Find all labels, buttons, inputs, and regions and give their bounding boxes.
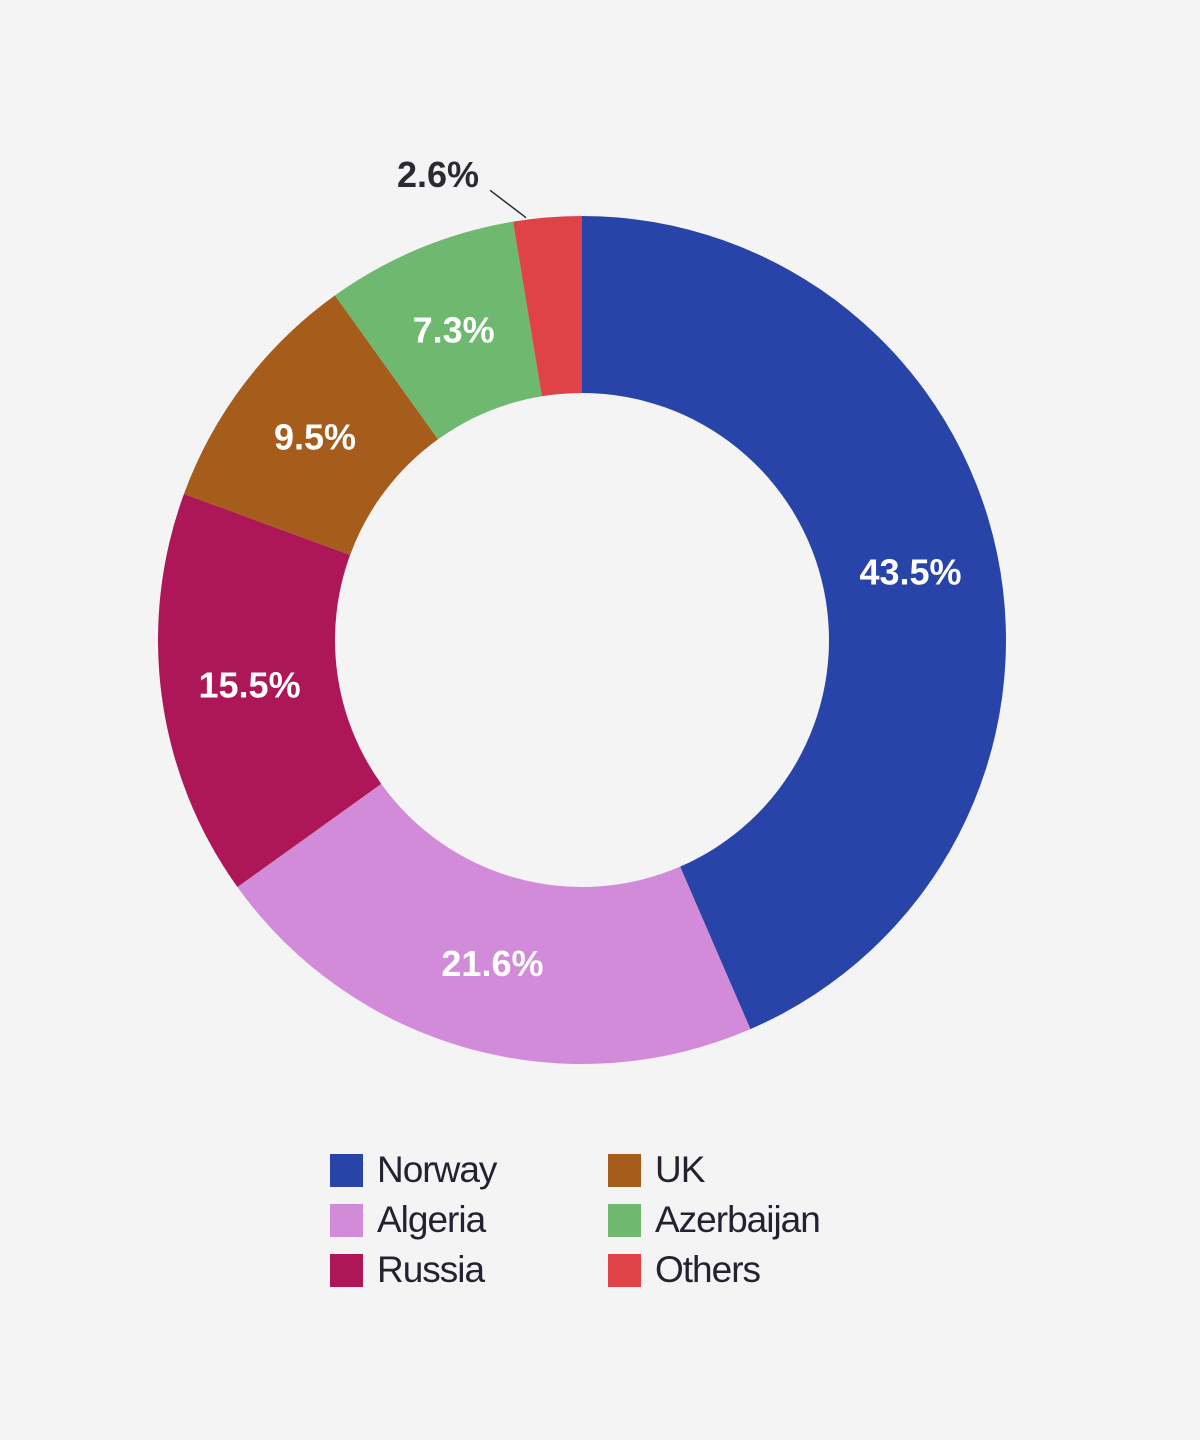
legend-item-azerbaijan: Azerbaijan: [608, 1199, 890, 1240]
legend-label-uk: UK: [655, 1149, 705, 1190]
slice-norway: [582, 216, 1006, 1030]
legend-swatch-azerbaijan: [608, 1203, 641, 1237]
legend-item-russia: Russia: [330, 1249, 608, 1290]
slice-russia: [158, 493, 382, 888]
slice-label-algeria: 21.6%: [441, 943, 543, 984]
legend: Norway UK Algeria Azerbaijan Russia Othe…: [330, 1149, 890, 1290]
legend-swatch-algeria: [330, 1203, 363, 1237]
slice-label-russia: 15.5%: [199, 665, 301, 706]
slice-label-norway: 43.5%: [859, 551, 961, 592]
legend-label-norway: Norway: [377, 1149, 497, 1190]
legend-label-azerbaijan: Azerbaijan: [655, 1199, 821, 1240]
legend-item-algeria: Algeria: [330, 1199, 608, 1240]
legend-item-others: Others: [608, 1249, 890, 1290]
slice-azerbaijan: [334, 221, 542, 440]
legend-item-norway: Norway: [330, 1149, 608, 1190]
legend-item-uk: UK: [608, 1149, 890, 1190]
slice-uk: [183, 295, 439, 555]
slice-labels: 43.5% 21.6% 15.5% 9.5% 7.3% 2.6%: [199, 154, 962, 984]
legend-label-others: Others: [655, 1249, 761, 1290]
slice-label-others: 2.6%: [397, 154, 479, 195]
donut-slices: [158, 216, 1006, 1064]
slice-label-uk: 9.5%: [274, 416, 356, 457]
legend-label-algeria: Algeria: [377, 1199, 486, 1240]
slice-label-azerbaijan: 7.3%: [413, 310, 495, 351]
legend-swatch-norway: [330, 1153, 363, 1187]
legend-swatch-others: [608, 1253, 641, 1287]
legend-swatch-uk: [608, 1153, 641, 1187]
legend-label-russia: Russia: [377, 1249, 485, 1290]
leader-line-others: [489, 189, 527, 219]
slice-algeria: [237, 783, 751, 1064]
legend-swatch-russia: [330, 1253, 363, 1287]
slice-others: [513, 216, 582, 397]
